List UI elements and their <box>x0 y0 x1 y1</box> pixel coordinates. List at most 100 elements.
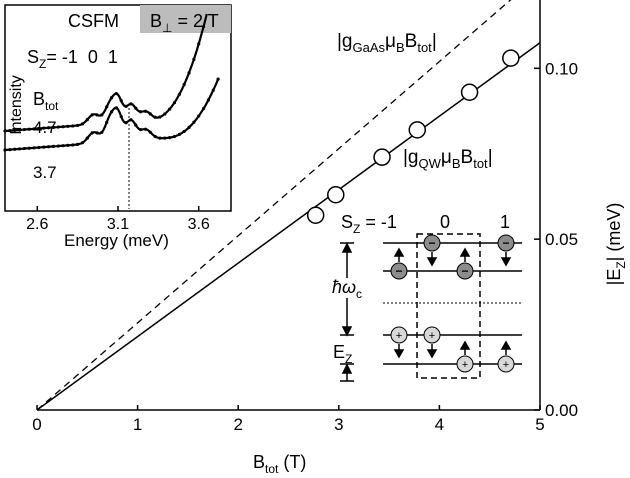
spectrum-dot <box>61 125 65 129</box>
spectrum-dot <box>51 125 56 129</box>
spectrum-dot <box>76 142 80 146</box>
spectrum-dot <box>32 146 36 150</box>
spectrum-dot <box>139 110 143 114</box>
spectrum-dot <box>197 42 201 46</box>
inset-title: CSFM <box>68 11 119 31</box>
spectrum-dot <box>90 113 94 117</box>
spectrum-dot <box>158 136 162 140</box>
spectrum-dot <box>37 145 41 150</box>
spectrum-dot <box>90 131 94 135</box>
data-point <box>408 121 427 139</box>
inset-x-label: Energy (meV) <box>64 231 169 250</box>
spectrum-dot <box>100 130 104 134</box>
inset-x-tick-label: 3.6 <box>188 216 210 233</box>
data-point <box>373 148 391 166</box>
spectrum-dot <box>56 125 60 129</box>
y-ticks: 0.00 0.05 0.10 <box>534 59 578 420</box>
svg-text:−: − <box>428 236 435 250</box>
spectrum-dot <box>80 122 85 126</box>
spectrum-dot <box>13 147 17 151</box>
electron: − <box>423 234 441 252</box>
hole: + <box>390 326 408 344</box>
svg-text:+: + <box>396 330 402 342</box>
hbar-omega-bracket <box>340 242 354 337</box>
spectrum-dot <box>105 120 109 124</box>
level-diagram: SZ = -1 0 1 − − − − + <box>332 212 522 382</box>
inset-y-label: Intensity <box>8 75 25 135</box>
svg-text:−: − <box>395 264 402 278</box>
spectrum-dot <box>22 146 26 151</box>
spectrum-dot <box>119 114 123 119</box>
spectrum-dot <box>168 107 172 111</box>
spectrum-dot <box>114 106 118 110</box>
spectrum-dot <box>172 100 177 105</box>
inset-x-tick-label: 3.1 <box>107 216 129 233</box>
hole: + <box>497 355 515 373</box>
spectrum-dot <box>134 106 138 110</box>
spectrum-dot <box>109 96 114 100</box>
data-point <box>460 83 479 101</box>
spectrum-dot <box>172 134 177 139</box>
hbar-omega-label: ħωc <box>332 277 362 301</box>
spectrum-dot <box>182 82 186 87</box>
svg-text:+: + <box>503 359 509 371</box>
x-tick-label: 1 <box>133 415 142 434</box>
series-label-qw: |gQWμBBtot| <box>403 147 493 171</box>
spectrum-dot <box>42 145 46 149</box>
spectrum-dot <box>187 125 191 129</box>
spectrum-dot <box>134 123 138 127</box>
spectrum-dot <box>95 113 99 117</box>
inset-btot-label: Btot <box>33 89 59 113</box>
spectrum-dot <box>192 120 196 124</box>
spectrum-dot <box>46 126 51 130</box>
data-point <box>327 186 345 204</box>
spectrum-dot <box>37 126 41 131</box>
electron: − <box>497 234 515 252</box>
x-axis-label: Btot (T) <box>253 452 306 476</box>
column-label-0: 0 <box>440 212 450 232</box>
dashed-box <box>416 233 481 379</box>
spectrum-dot <box>71 124 75 128</box>
spectrum-dot <box>124 104 128 108</box>
spectrum-dot <box>143 109 148 113</box>
spectrum-dot <box>114 91 118 96</box>
spin-arrows <box>393 247 512 359</box>
inset-sz-label: SZ= -1 0 1 <box>27 47 118 71</box>
spectrum-dot <box>201 25 206 29</box>
hole: + <box>456 355 474 373</box>
spectrum-dot <box>206 98 210 102</box>
x-tick-label: 4 <box>435 415 444 434</box>
spectrum-dot <box>177 92 181 97</box>
electron: − <box>390 262 408 280</box>
spectrum-dot <box>109 110 114 114</box>
electron: − <box>456 262 474 280</box>
column-label-1: 1 <box>500 212 510 232</box>
series-label-gaas: |gGaAsμBBtot| <box>337 31 437 55</box>
x-tick-label: 2 <box>233 415 242 434</box>
qw-solid-line <box>36 42 541 411</box>
spectrum-dot <box>187 71 191 75</box>
spectrum-dot <box>32 127 36 131</box>
y-axis-label: |EZ| (meV) <box>604 203 628 286</box>
spectrum-dot <box>46 145 51 149</box>
svg-text:+: + <box>429 330 435 342</box>
spectrum-dot <box>124 121 128 125</box>
x-tick-label: 5 <box>535 415 544 434</box>
svg-text:−: − <box>461 264 468 278</box>
spectrum-dot <box>168 136 172 140</box>
spectra-inset: B⊥ = 2 T CSFM SZ= -1 0 1 Btot 4.7 3.7 2.… <box>3 4 232 250</box>
spectrum-dot <box>17 128 22 132</box>
spectrum-dot <box>129 102 133 106</box>
spectrum-dot <box>163 136 167 140</box>
spectrum-dot <box>182 129 186 134</box>
badge-background <box>140 5 231 33</box>
spectrum-dot <box>139 127 143 132</box>
spectrum-dot <box>158 115 162 119</box>
inset-ticks: 2.6 3.1 3.6 <box>26 206 210 233</box>
spectrum-dot <box>8 148 12 152</box>
spectrum-dot <box>3 129 7 133</box>
y-tick-label: 0.05 <box>545 230 578 249</box>
ez-label: EZ <box>333 342 352 366</box>
data-point <box>306 206 325 224</box>
